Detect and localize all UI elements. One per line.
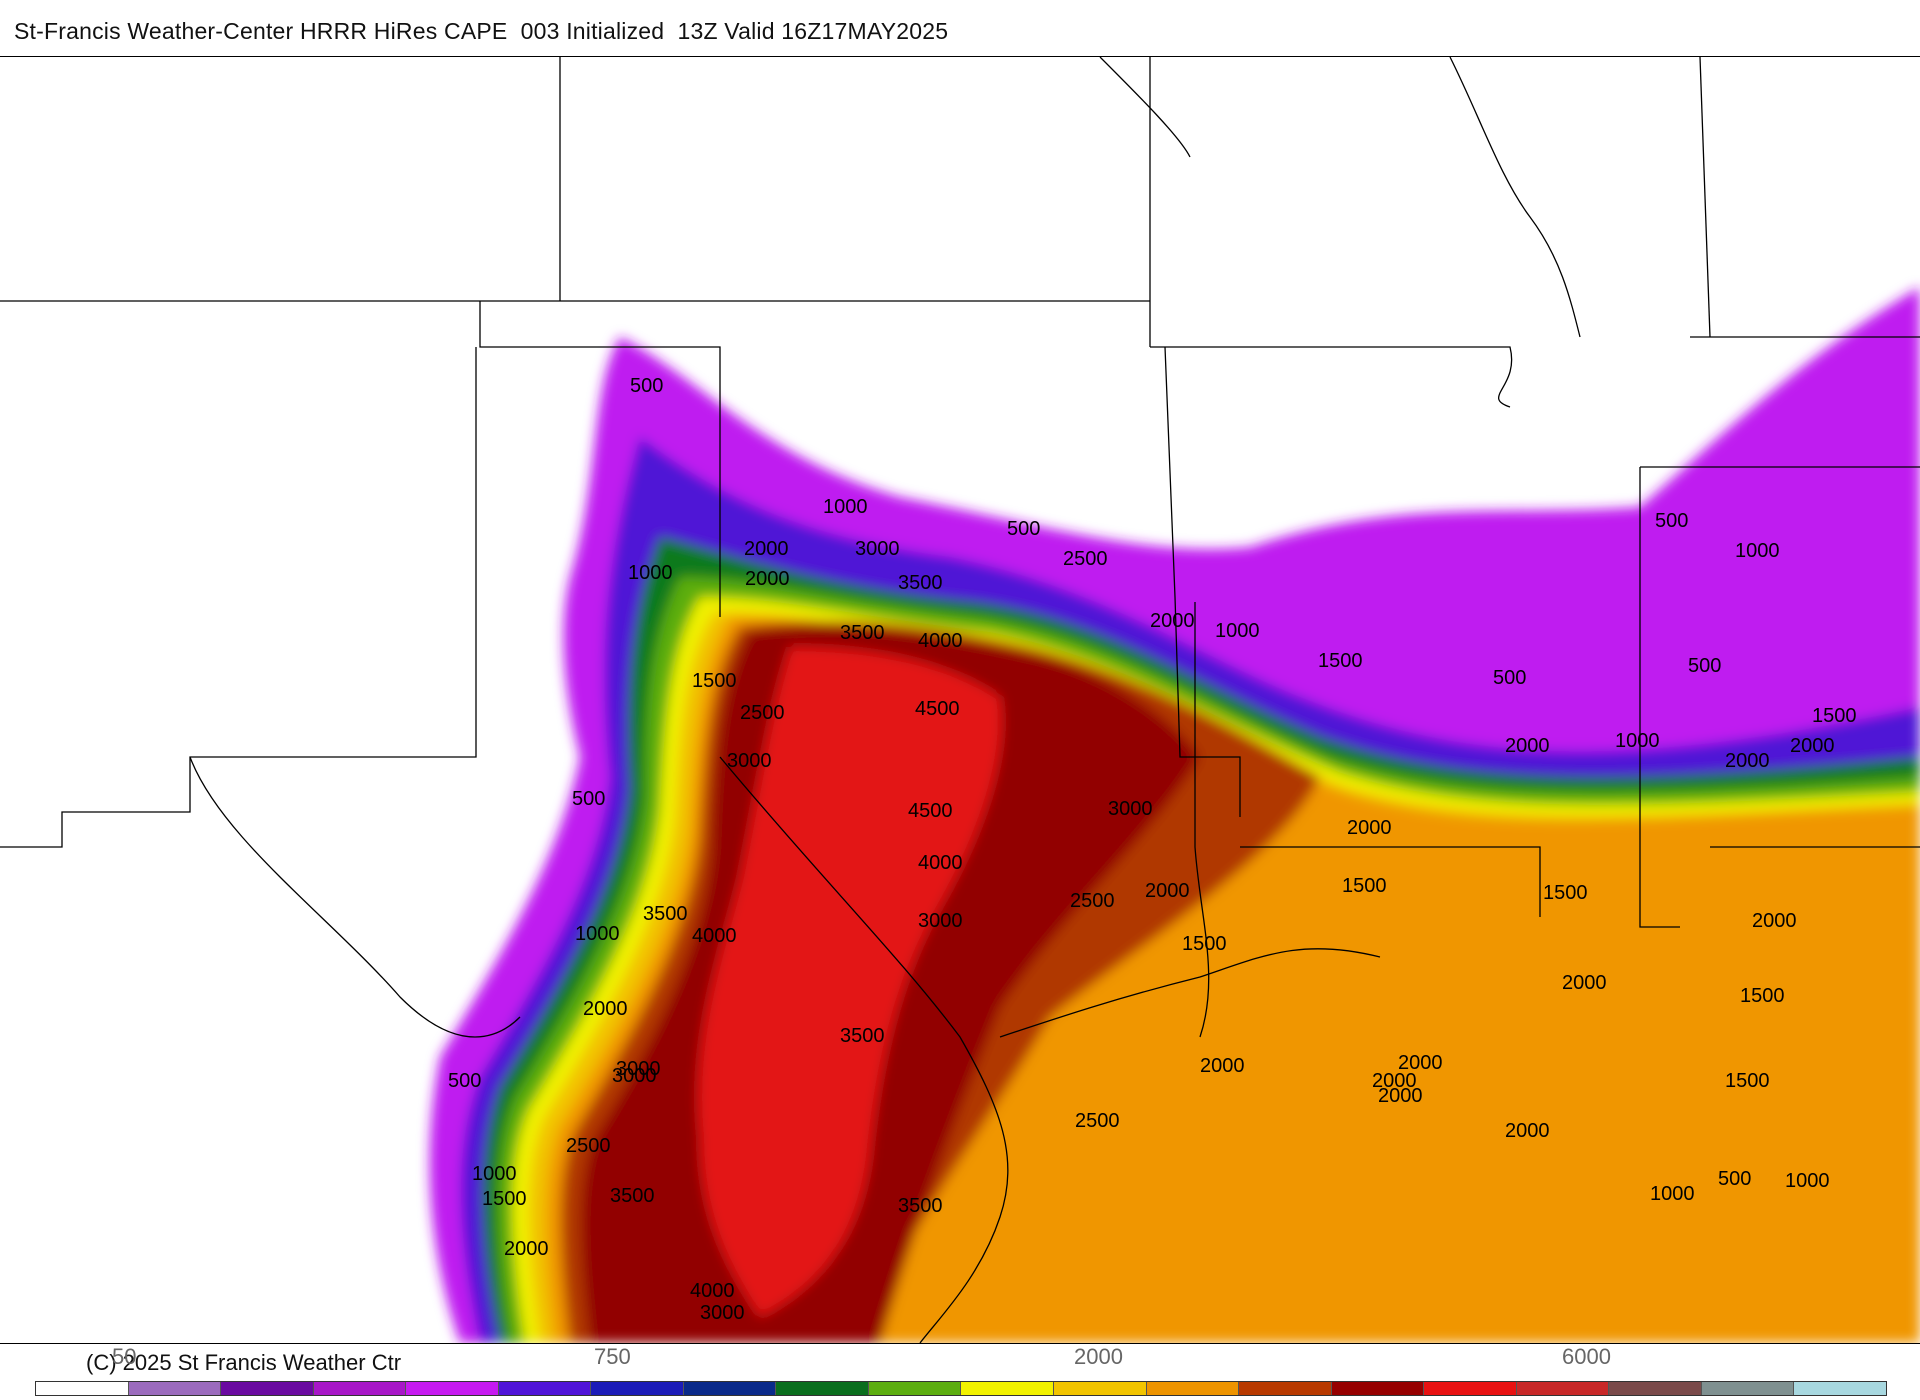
contour-label: 2500 [740,702,785,724]
contour-label: 4000 [918,852,963,874]
contour-label: 3500 [898,572,943,594]
contour-label: 2000 [504,1238,549,1260]
contour-label: 2000 [744,538,789,560]
contour-label: 2000 [1150,610,1195,632]
contour-label: 1000 [1735,540,1780,562]
contour-label: 500 [1493,667,1526,689]
contour-label: 2500 [1070,890,1115,912]
contour-label: 500 [1718,1168,1751,1190]
contour-label: 2000 [1145,880,1190,902]
contour-label: 3000 [616,1058,661,1080]
contour-label: 3000 [918,910,963,932]
contour-label: 3500 [643,903,688,925]
cape-map: 500 1000 1500 2000 2500 3000 3500 4000 4… [0,56,1920,1344]
colorbar-tick-label: 750 [594,1344,631,1369]
copyright-text: (C) 2025 St Francis Weather Ctr [86,1350,402,1375]
contour-label: 2000 [1505,735,1550,757]
contour-label: 1500 [1812,705,1857,727]
cape-band-4500 [698,647,1002,1317]
state-borders [0,57,1920,1343]
contour-label: 3000 [727,750,772,772]
colorbar-tick-label: 2000 [1074,1344,1123,1369]
contour-label: 4000 [692,925,737,947]
contour-label: 1500 [692,670,737,692]
contour-label: 4500 [915,698,960,720]
contour-label: 1500 [1543,882,1588,904]
contour-label: 2000 [1200,1055,1245,1077]
contour-label: 1500 [1342,875,1387,897]
contour-label: 3000 [1108,798,1153,820]
contour-label: 2000 [583,998,628,1020]
contour-label: 3500 [840,1025,885,1047]
contour-label: 2000 [1372,1070,1417,1092]
contour-label: 2000 [1347,817,1392,839]
contour-label: 1500 [1740,985,1785,1007]
colorbar-tick-label: 6000 [1562,1344,1611,1369]
contour-label: 2000 [1398,1052,1443,1074]
contour-label: 2000 [745,568,790,590]
contour-label: 500 [448,1070,481,1092]
colorbar-segment [1239,1382,1332,1395]
colorbar-segment [221,1382,314,1395]
map-title: St-Francis Weather-Center HRRR HiRes CAP… [14,18,949,44]
contour-label: 4000 [918,630,963,652]
contour-label: 1000 [472,1163,517,1185]
colorbar-segment [1146,1382,1240,1395]
cape-fill-layers [429,287,1920,1343]
contour-label: 2000 [1752,910,1797,932]
contour-label: 2000 [1378,1085,1423,1107]
contour-labels: 500 1000 1500 2000 2500 3000 3500 4000 4… [448,375,1857,1324]
colorbar-segment [683,1382,777,1395]
colorbar-segment [1424,1382,1517,1395]
colorbar-segment [498,1382,592,1395]
colorbar-segment [1054,1382,1147,1395]
contour-label: 2500 [566,1135,611,1157]
colorbar-segment [313,1382,407,1395]
cape-colorbar [35,1381,1887,1396]
colorbar-segment [1331,1382,1425,1395]
colorbar-segment [1794,1382,1886,1395]
contour-label: 3000 [612,1065,657,1087]
colorbar-segment [1516,1382,1610,1395]
contour-label: 2500 [1075,1110,1120,1132]
colorbar-segment [591,1382,684,1395]
contour-label: 1500 [1182,933,1227,955]
contour-label: 3500 [840,622,885,644]
contour-label: 500 [572,788,605,810]
contour-label: 1000 [823,496,868,518]
colorbar-segment [128,1382,222,1395]
contour-label: 2500 [1063,548,1108,570]
colorbar-segment [868,1382,962,1395]
contour-label: 1000 [1650,1183,1695,1205]
contour-label: 3000 [855,538,900,560]
contour-label: 3500 [898,1195,943,1217]
contour-label: 1000 [575,923,620,945]
colorbar-segment [961,1382,1055,1395]
contour-label: 1500 [1318,650,1363,672]
contour-label: 500 [630,375,663,397]
contour-label: 1000 [1215,620,1260,642]
contour-label: 4000 [690,1280,735,1302]
contour-label: 500 [1007,518,1040,540]
colorbar-segment [36,1382,129,1395]
contour-label: 500 [1688,655,1721,677]
contour-label: 4500 [908,800,953,822]
contour-label: 3000 [700,1302,745,1324]
contour-label: 2000 [1725,750,1770,772]
contour-label: 1500 [482,1188,527,1210]
colorbar-segment [1609,1382,1702,1395]
colorbar-segment [776,1382,869,1395]
contour-label: 2000 [1505,1120,1550,1142]
colorbar-segment [406,1382,499,1395]
contour-label: 1500 [1725,1070,1770,1092]
contour-label: 1000 [1785,1170,1830,1192]
colorbar-tick-label: 50 [112,1344,137,1369]
contour-label: 1000 [628,562,673,584]
contour-label: 500 [1655,510,1688,532]
contour-label: 2000 [1562,972,1607,994]
contour-label: 3500 [610,1185,655,1207]
contour-label: 1000 [1615,730,1660,752]
contour-label: 2000 [1790,735,1835,757]
colorbar-segment [1701,1382,1795,1395]
